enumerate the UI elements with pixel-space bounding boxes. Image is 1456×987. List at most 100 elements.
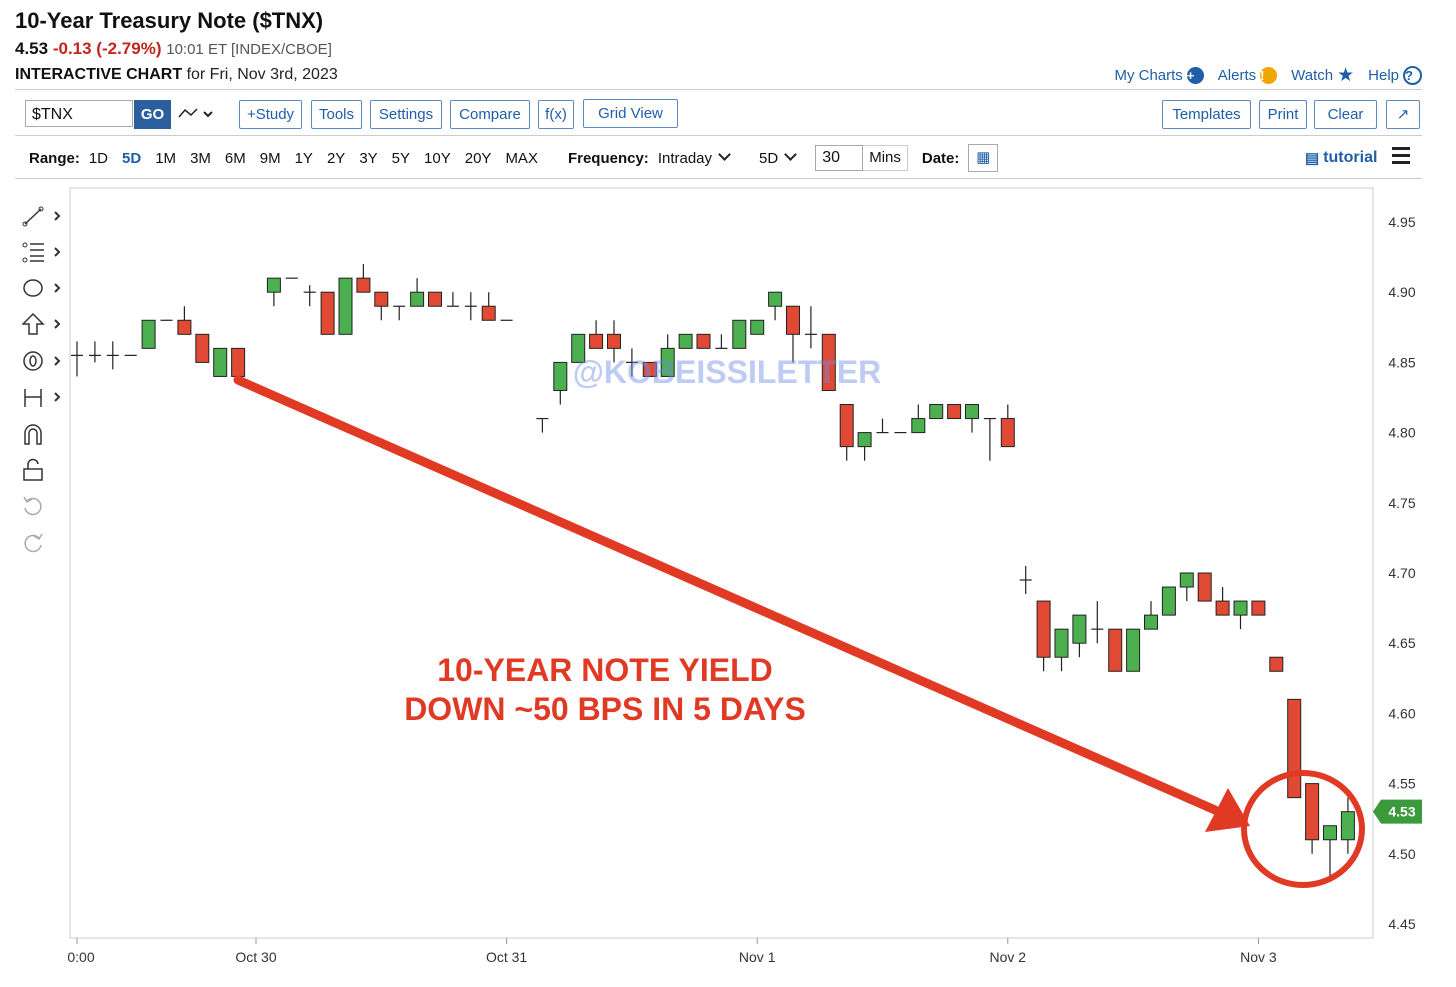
annotation-line-2: DOWN ~50 BPS IN 5 DAYS — [404, 691, 806, 727]
range-option-9m[interactable]: 9M — [259, 149, 281, 167]
alerts-link[interactable]: Alerts! — [1217, 64, 1278, 87]
grid-view-button[interactable]: Grid View — [583, 99, 678, 128]
range-option-5d[interactable]: 5D — [122, 149, 142, 167]
y-tick-label: 4.55 — [1388, 776, 1415, 792]
text-tool-icon[interactable] — [22, 349, 68, 373]
clear-button[interactable]: Clear — [1314, 100, 1377, 129]
highlight-circle — [1241, 770, 1365, 888]
arrow-tool-icon[interactable] — [22, 312, 68, 336]
candle-body — [266, 277, 281, 293]
subtitle-bold: INTERACTIVE CHART — [15, 66, 183, 83]
range-option-6m[interactable]: 6M — [224, 149, 246, 167]
last-price-tag — [1373, 799, 1422, 824]
last-price: 4.53 — [15, 39, 49, 58]
my-charts-link[interactable]: My Charts + — [1114, 64, 1204, 87]
undo-icon[interactable] — [22, 494, 68, 518]
range-option-1m[interactable]: 1M — [155, 149, 177, 167]
range-label: Range: — [29, 149, 80, 167]
period-select[interactable]: 5D — [759, 147, 798, 167]
y-tick-label: 4.95 — [1388, 214, 1415, 230]
frequency-select[interactable]: Intraday — [657, 147, 731, 167]
candle-body — [839, 404, 854, 448]
annotation-arrow-shaft — [233, 375, 1220, 815]
fibonacci-tool-icon[interactable] — [22, 240, 68, 264]
candle-body — [356, 277, 371, 293]
watch-link[interactable]: Watch ★ — [1291, 64, 1354, 87]
my-charts-label: My Charts — [1114, 67, 1183, 84]
frequency-label: Frequency: — [567, 149, 649, 167]
candle-body — [1161, 586, 1176, 616]
measure-tool-icon[interactable] — [22, 385, 68, 409]
watch-label: Watch — [1291, 67, 1334, 84]
candle-body — [231, 347, 246, 377]
range-option-10y[interactable]: 10Y — [424, 149, 451, 167]
candle-body — [786, 305, 800, 335]
unlock-icon[interactable] — [22, 458, 68, 482]
range-option-3m[interactable]: 3M — [190, 149, 211, 167]
candle-body — [678, 333, 693, 349]
range-option-2y[interactable]: 2Y — [326, 149, 346, 167]
candle-body — [1305, 783, 1320, 841]
candle-body — [1215, 600, 1230, 616]
divider — [15, 89, 1422, 90]
candle-body — [1108, 628, 1123, 672]
study-button[interactable]: +Study — [239, 100, 302, 129]
interval-unit: Mins — [863, 145, 908, 171]
tutorial-link[interactable]: ▤ tutorial — [1305, 149, 1377, 167]
magnet-icon[interactable] — [22, 422, 68, 446]
expand-button[interactable]: ↗ — [1386, 100, 1420, 129]
last-price-label: 4.53 — [1388, 804, 1415, 820]
y-tick-label: 4.45 — [1388, 916, 1415, 932]
candle-body — [1144, 614, 1158, 630]
menu-icon[interactable] — [1392, 147, 1410, 164]
range-bar: Range: 1D 5D 1M 3M 6M 9M 1Y 2Y 3Y 5Y 10Y 20Y MAX Fre… — [29, 144, 999, 172]
chart-type-icon[interactable] — [177, 104, 219, 124]
range-option-5y[interactable]: 5Y — [391, 149, 411, 167]
frequency-value: Intraday — [657, 149, 713, 167]
annotation-arrowhead — [1205, 788, 1250, 832]
candle-body — [374, 291, 389, 307]
redo-icon[interactable] — [22, 531, 68, 555]
alert-icon: ! — [1260, 67, 1278, 84]
candle-body — [1269, 656, 1284, 672]
interval-input[interactable]: 30 — [815, 145, 864, 171]
help-link[interactable]: Help? — [1368, 64, 1422, 87]
alerts-label: Alerts — [1217, 67, 1257, 84]
tools-button[interactable]: Tools — [311, 100, 362, 129]
range-option-1d[interactable]: 1D — [88, 149, 109, 167]
divider — [15, 135, 1422, 136]
date-label: Date: — [921, 149, 960, 167]
candle-body — [589, 333, 604, 349]
candle-body — [141, 319, 156, 349]
settings-button[interactable]: Settings — [370, 100, 442, 129]
candle-body — [607, 333, 621, 349]
range-option-max[interactable]: MAX — [505, 149, 538, 167]
shape-tool-icon[interactable] — [22, 276, 68, 300]
candle-body — [660, 347, 675, 377]
candle-body — [1072, 614, 1087, 644]
star-icon: ★ — [1337, 65, 1355, 86]
templates-button[interactable]: Templates — [1162, 100, 1251, 129]
trendline-tool-icon[interactable] — [22, 204, 68, 228]
print-button[interactable]: Print — [1259, 100, 1307, 129]
range-option-20y[interactable]: 20Y — [464, 149, 492, 167]
candle-body — [947, 404, 962, 420]
annotation-line-1: 10-YEAR NOTE YIELD — [437, 652, 772, 688]
calendar-icon[interactable]: ▦ — [968, 144, 999, 172]
compare-button[interactable]: Compare — [450, 100, 530, 129]
x-tick-label: Nov 1 — [739, 949, 776, 965]
range-option-1y[interactable]: 1Y — [294, 149, 313, 167]
candle-body — [732, 319, 747, 349]
candle-body — [410, 291, 425, 307]
go-button[interactable]: GO — [134, 100, 171, 129]
candle-body — [1251, 600, 1266, 616]
plot-area — [69, 187, 1374, 939]
fx-button[interactable]: f(x) — [538, 100, 574, 129]
quote-line: 4.53 -0.13 (-2.79%) 10:01 ET [INDEX/CBOE… — [15, 39, 332, 59]
range-option-3y[interactable]: 3Y — [359, 149, 378, 167]
x-tick-label: 0:00 — [67, 949, 94, 965]
symbol-input[interactable]: $TNX — [25, 100, 133, 127]
y-tick-label: 4.50 — [1388, 846, 1415, 862]
film-icon: ▤ — [1305, 150, 1320, 167]
